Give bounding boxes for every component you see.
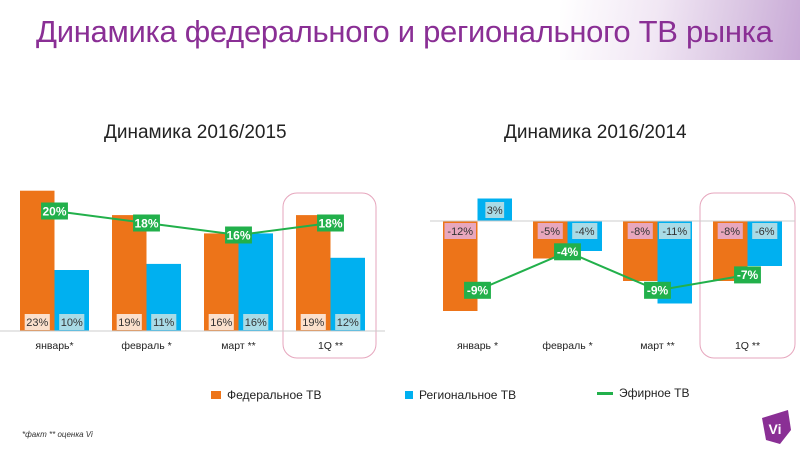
bar-federal-label-bg xyxy=(537,223,563,239)
category-label: март ** xyxy=(221,340,256,352)
line-air-label-bg xyxy=(644,281,671,299)
line-air-label: -4% xyxy=(557,245,579,259)
line-air-label: -7% xyxy=(737,268,759,282)
line-air-label: 18% xyxy=(318,216,342,230)
line-air-label-bg xyxy=(464,281,491,299)
bar-regional-label: -4% xyxy=(575,226,595,238)
chart-title-2016-2014: Динамика 2016/2014 xyxy=(504,122,687,143)
category-label: январь * xyxy=(457,340,498,352)
bar-regional-label-bg xyxy=(335,314,361,330)
category-label: 1Q ** xyxy=(318,340,343,352)
bar-regional-label-bg xyxy=(572,223,598,239)
bar-regional-label: 16% xyxy=(245,317,267,329)
bar-federal-label: -12% xyxy=(447,226,473,238)
line-air-label-bg xyxy=(554,243,581,261)
bar-federal-label-bg xyxy=(300,314,326,330)
bar-federal-label-bg xyxy=(24,314,50,330)
line-air-label-bg xyxy=(317,214,344,232)
line-air-label: 16% xyxy=(226,228,250,242)
line-air-label-bg xyxy=(225,226,252,244)
legend-label: Региональное ТВ xyxy=(419,388,517,402)
bar-federal-label: 16% xyxy=(210,317,232,329)
legend-air: Эфирное ТВ xyxy=(597,386,690,400)
highlight-box xyxy=(282,192,377,359)
svg-text:Vi: Vi xyxy=(769,421,782,437)
footnote: *факт ** оценка Vi xyxy=(22,430,93,439)
page-title: Динамика федерального и регионального ТВ… xyxy=(36,14,773,49)
line-air-label: 20% xyxy=(42,204,66,218)
category-label: февраль * xyxy=(121,340,171,352)
category-label: январь* xyxy=(35,340,73,352)
bar-regional-label: 11% xyxy=(153,317,174,329)
bar-regional-label: -6% xyxy=(755,226,775,238)
line-air-label-bg xyxy=(41,202,68,220)
bar-federal-label-bg xyxy=(627,223,653,239)
line-air-label-bg xyxy=(133,214,160,232)
legend-swatch-federal xyxy=(211,391,221,399)
line-air-label-bg xyxy=(734,266,761,284)
line-air xyxy=(54,210,331,237)
line-air-label: -9% xyxy=(467,284,489,298)
line-air-label: -9% xyxy=(647,284,669,298)
bar-regional-label-bg xyxy=(752,223,778,239)
bar-federal-label: 23% xyxy=(26,317,48,329)
legend-swatch-regional xyxy=(405,391,413,399)
bar-regional-label-bg xyxy=(151,314,177,330)
bar-regional-label-bg xyxy=(243,314,269,330)
bar-federal-label-bg xyxy=(717,223,743,239)
header-decoration xyxy=(560,0,800,60)
legend-federal: Федеральное ТВ xyxy=(211,388,321,402)
legend-label: Эфирное ТВ xyxy=(619,386,690,400)
bar-federal-label-bg xyxy=(116,314,142,330)
legend-line-air xyxy=(597,391,613,395)
category-label: 1Q ** xyxy=(735,340,760,352)
bar-regional-label-bg xyxy=(658,223,691,239)
bar-federal-label: -8% xyxy=(630,226,650,238)
bar-federal-label-bg xyxy=(208,314,234,330)
bar-federal-label: 19% xyxy=(118,317,140,329)
bar-regional-label: 12% xyxy=(337,317,359,329)
line-air xyxy=(477,250,748,292)
bar-regional-label-bg xyxy=(59,314,85,330)
bar-regional-label: 10% xyxy=(61,317,83,329)
bar-federal-label: -8% xyxy=(720,226,740,238)
legend-regional: Региональное ТВ xyxy=(405,388,516,402)
line-air-label: 18% xyxy=(134,216,158,230)
bar-federal xyxy=(296,215,331,331)
category-label: март ** xyxy=(640,340,675,352)
bar-regional-label: -11% xyxy=(662,226,687,238)
bar-regional-label: 3% xyxy=(487,205,503,217)
bar-regional-label-bg xyxy=(485,202,505,218)
bar-federal-label: 19% xyxy=(302,317,324,329)
vi-logo: Vi xyxy=(758,410,792,449)
bar-federal-label: -5% xyxy=(540,226,560,238)
highlight-box xyxy=(699,192,796,359)
category-label: февраль * xyxy=(542,340,592,352)
chart-title-2016-2015: Динамика 2016/2015 xyxy=(104,122,287,143)
bar-federal-label-bg xyxy=(444,223,477,239)
bar-federal xyxy=(112,215,147,331)
legend-label: Федеральное ТВ xyxy=(227,388,322,402)
